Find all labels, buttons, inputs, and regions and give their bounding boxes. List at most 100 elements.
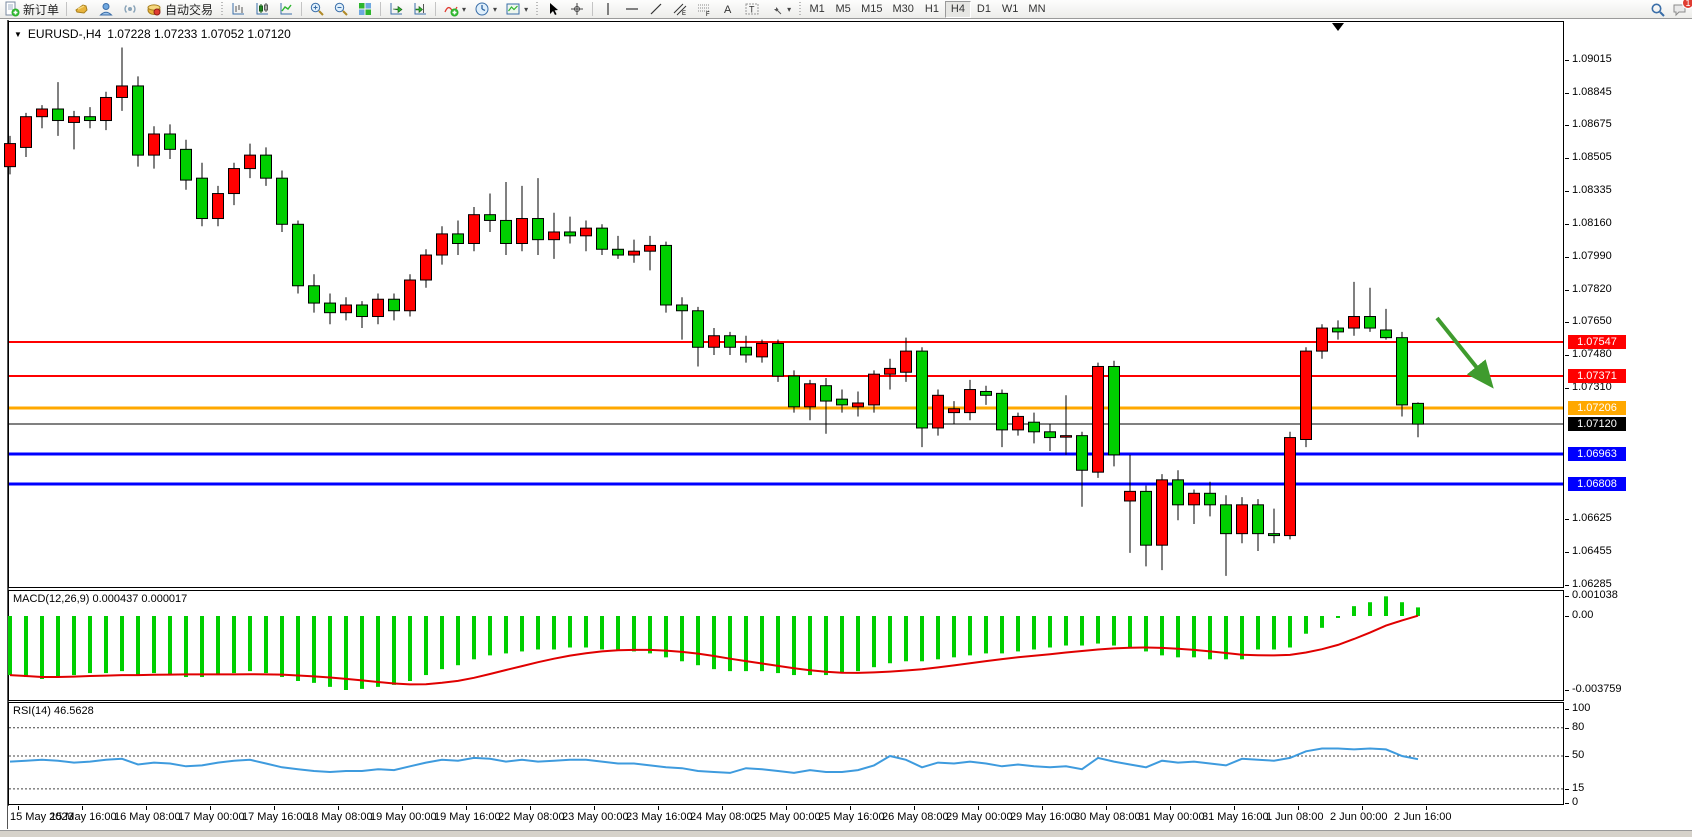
fibonacci-tool-button[interactable]: F — [692, 1, 716, 18]
candle-body — [132, 85, 144, 156]
time-axis-label: 31 May 16:00 — [1202, 811, 1269, 823]
timeframe-button-m30[interactable]: M30 — [892, 3, 914, 15]
new-order-button[interactable]: 新订单 — [0, 1, 63, 18]
profile-button[interactable] — [94, 1, 118, 18]
toolbar-grip[interactable] — [534, 2, 540, 16]
line-chart-mode-button[interactable] — [274, 1, 298, 18]
axis-tick — [1565, 709, 1569, 710]
time-tick — [466, 806, 467, 810]
channel-tool-button[interactable]: E — [668, 1, 692, 18]
chart-shift-marker-icon[interactable] — [1332, 23, 1344, 31]
time-axis-label: 26 May 08:00 — [882, 811, 949, 823]
market-watch-button[interactable] — [70, 1, 94, 18]
candle-body — [692, 310, 704, 348]
templates-button[interactable]: ▾ — [501, 1, 532, 18]
candle-body — [148, 133, 160, 156]
chart-shift-button[interactable] — [408, 1, 432, 18]
timeframe-button-m15[interactable]: M15 — [861, 3, 883, 15]
chart-collapse-icon[interactable]: ▼ — [14, 29, 22, 39]
label-tool-button[interactable]: T — [740, 1, 764, 18]
axis-tick — [1565, 190, 1569, 192]
zoom-out-button[interactable] — [329, 1, 353, 18]
candle-body — [596, 227, 608, 250]
price-axis[interactable]: 1.09015 1.08845 1.08675 1.08505 1.08335 1.081… — [1565, 20, 1692, 830]
time-tick — [1170, 806, 1171, 810]
timeframe-button-d1[interactable]: D1 — [976, 3, 991, 15]
time-tick — [210, 806, 211, 810]
price-chart-panel[interactable] — [8, 21, 1564, 588]
candle-body — [1092, 365, 1104, 473]
cursor-tool-button[interactable] — [541, 1, 565, 18]
tile-windows-button[interactable] — [353, 1, 377, 18]
clock-icon — [474, 1, 490, 17]
time-tick — [1234, 806, 1235, 810]
rsi-axis-label: 80 — [1572, 720, 1585, 733]
axis-tick — [1565, 727, 1569, 729]
notifications-button[interactable]: 1 — [1672, 0, 1692, 18]
axis-tick — [1565, 92, 1569, 94]
horizontal-line-tool-button[interactable] — [620, 1, 644, 18]
crosshair-tool-button[interactable] — [565, 1, 589, 18]
axis-tick — [1565, 125, 1569, 127]
candle-body — [1140, 490, 1152, 546]
candle-body — [84, 116, 96, 122]
candle-body — [884, 367, 896, 375]
svg-text:E: E — [682, 11, 686, 17]
candle-body — [1060, 435, 1072, 438]
toolbar-separator — [592, 2, 594, 16]
toolbar-separator — [301, 2, 303, 16]
rsi-indicator-label: RSI(14) 46.5628 — [13, 705, 94, 717]
svg-text:A: A — [724, 4, 732, 16]
template-icon — [505, 1, 521, 17]
axis-tick — [1565, 584, 1569, 586]
axis-tick — [1565, 689, 1569, 691]
timeframe-button-m5[interactable]: M5 — [835, 3, 851, 15]
price-tag-1.07206: 1.07206 — [1568, 400, 1626, 415]
candle-body — [756, 342, 768, 358]
indicators-dropdown-caret[interactable]: ▾ — [462, 4, 467, 14]
candle-body — [948, 408, 960, 414]
search-icon[interactable] — [1650, 2, 1666, 18]
bar-chart-mode-button[interactable] — [226, 1, 250, 18]
candle-body — [1156, 479, 1168, 546]
price-axis-label: 1.07650 — [1572, 315, 1612, 328]
timeframe-button-w1[interactable]: W1 — [1001, 3, 1019, 15]
timeframe-button-h1[interactable]: H1 — [924, 3, 939, 15]
down-arrow-annotation[interactable] — [1435, 316, 1494, 389]
toolbar-grip[interactable] — [219, 2, 225, 16]
indicators-button[interactable]: ▾ — [439, 1, 470, 18]
candle-body — [372, 298, 384, 318]
periods-button[interactable]: ▾ — [470, 1, 501, 18]
shapes-dropdown-caret[interactable]: ▾ — [787, 4, 792, 14]
auto-scroll-button[interactable] — [384, 1, 408, 18]
time-axis-label: 19 May 16:00 — [434, 811, 501, 823]
time-axis-label: 31 May 00:00 — [1138, 811, 1205, 823]
rsi-panel[interactable] — [8, 702, 1564, 805]
timeframe-button-h4[interactable]: H4 — [944, 0, 971, 18]
candle-body — [516, 218, 528, 245]
time-tick — [850, 806, 851, 810]
candle-body — [564, 231, 576, 237]
periods-dropdown-caret[interactable]: ▾ — [493, 4, 498, 14]
horizontal-line-icon — [624, 1, 640, 17]
candlestick-mode-button[interactable] — [250, 1, 274, 18]
text-tool-button[interactable]: A — [716, 1, 740, 18]
timeframe-button-m1[interactable]: M1 — [809, 3, 825, 15]
candle-body — [900, 350, 912, 373]
time-axis-label: 23 May 16:00 — [626, 811, 693, 823]
candle-body — [980, 390, 992, 396]
vertical-line-tool-button[interactable] — [596, 1, 620, 18]
auto-trading-button[interactable]: 自动交易 — [142, 1, 217, 18]
toolbar-grip[interactable] — [797, 2, 803, 16]
candle-body — [1204, 492, 1216, 506]
signal-button[interactable] — [118, 1, 142, 18]
chart-canvas[interactable] — [0, 0, 1565, 837]
shapes-tool-button[interactable]: ▾ — [764, 1, 795, 18]
time-axis[interactable]: 15 May 2023 15 May 16:00 16 May 08:00 17 Ma… — [8, 806, 1565, 829]
trendline-tool-button[interactable] — [644, 1, 668, 18]
zoom-in-button[interactable] — [305, 1, 329, 18]
timeframe-button-mn[interactable]: MN — [1028, 3, 1046, 15]
axis-tick — [1565, 256, 1569, 258]
templates-dropdown-caret[interactable]: ▾ — [524, 4, 529, 14]
rsi-axis-label: 50 — [1572, 749, 1585, 761]
